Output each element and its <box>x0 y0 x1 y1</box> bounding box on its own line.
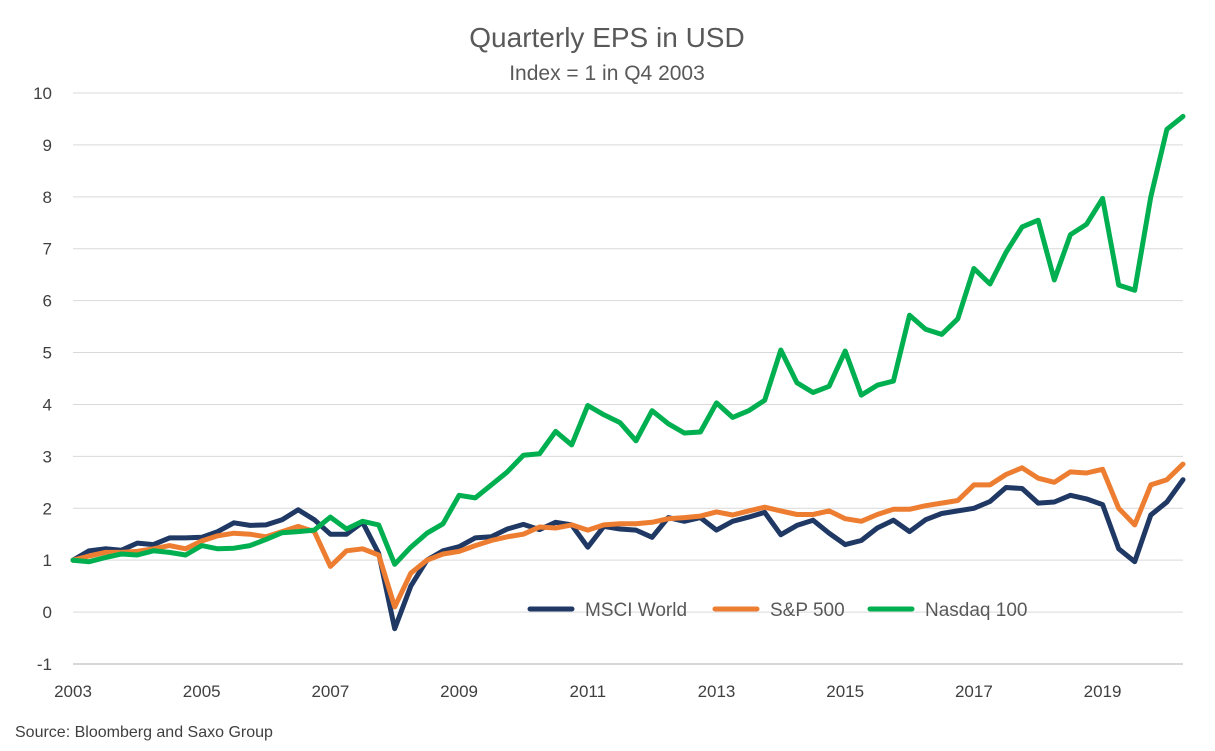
gridlines <box>73 92 1183 665</box>
y-tick-label: 8 <box>43 188 52 207</box>
legend-label: S&P 500 <box>770 600 845 621</box>
y-tick-label: 7 <box>43 240 52 259</box>
y-tick-label: 5 <box>43 344 52 363</box>
x-tick-label: 2009 <box>440 682 478 701</box>
y-tick-label: 2 <box>43 499 52 518</box>
series-line-nasdaq-100 <box>70 113 1186 567</box>
source-note: Source: Bloomberg and Saxo Group <box>15 724 273 741</box>
x-tick-label: 2017 <box>955 682 993 701</box>
y-tick-label: 9 <box>43 136 52 155</box>
x-tick-label: 2005 <box>183 682 221 701</box>
y-tick-label: 10 <box>33 84 52 103</box>
x-tick-label: 2003 <box>54 682 92 701</box>
y-tick-label: 1 <box>43 551 52 570</box>
series-line-s-p-500 <box>70 461 1186 610</box>
y-tick-label: 3 <box>43 447 52 466</box>
x-tick-label: 2015 <box>826 682 864 701</box>
x-axis-ticks: 2003 2005 2007 2009 2011 2013 2015 2017 2019 <box>54 682 1121 701</box>
y-tick-label: -1 <box>37 655 52 674</box>
x-tick-label: 2007 <box>311 682 349 701</box>
x-tick-label: 2011 <box>570 682 607 701</box>
series-line-msci-world <box>70 477 1186 632</box>
chart-title: Quarterly EPS in USD <box>469 22 744 53</box>
legend-label: MSCI World <box>585 600 687 621</box>
x-tick-label: 2019 <box>1084 682 1122 701</box>
y-tick-label: 6 <box>43 292 52 311</box>
y-tick-label: 0 <box>43 603 52 622</box>
legend-item: Nasdaq 100 <box>867 600 1027 621</box>
series-lines <box>70 113 1186 632</box>
chart-subtitle: Index = 1 in Q4 2003 <box>509 62 705 85</box>
y-tick-label: 4 <box>43 395 52 414</box>
legend: MSCI World S&P 500 Nasdaq 100 <box>527 600 1027 621</box>
x-tick-label: 2013 <box>698 682 736 701</box>
legend-item: S&P 500 <box>712 600 845 621</box>
legend-item: MSCI World <box>527 600 687 621</box>
legend-label: Nasdaq 100 <box>925 600 1027 621</box>
